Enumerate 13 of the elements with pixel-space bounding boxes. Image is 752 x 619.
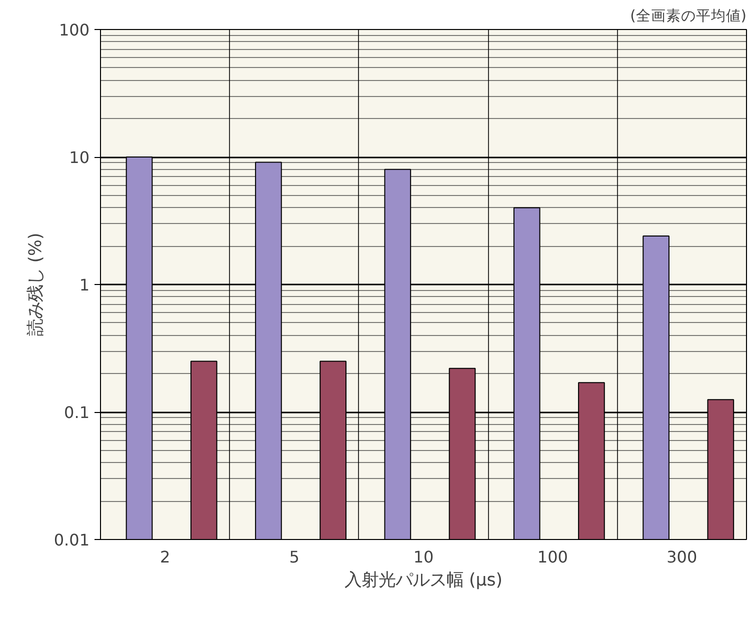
x-tick-label: 300	[666, 548, 698, 566]
x-tick-label: 2	[160, 548, 170, 566]
y-tick-label: 1	[79, 276, 90, 294]
x-tick-label: 10	[413, 548, 434, 566]
y-tick-label: 10	[69, 148, 90, 167]
y-tick-label: 100	[58, 20, 90, 40]
y-tick-label: 0.01	[54, 530, 90, 550]
x-tick-label: 5	[289, 548, 300, 566]
text: (全画素の平均値)	[630, 8, 746, 24]
x-axis-title: 入射光パルス幅 (µs)	[344, 570, 503, 590]
y-axis-title: 読み残し (%)	[26, 232, 46, 336]
x-tick-label: 100	[537, 548, 568, 566]
y-tick-label: 0.1	[64, 403, 90, 422]
